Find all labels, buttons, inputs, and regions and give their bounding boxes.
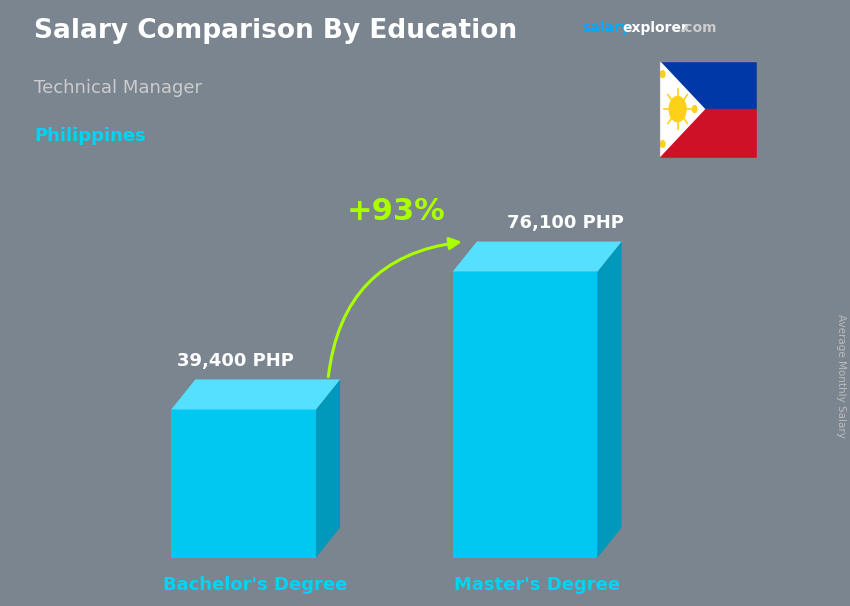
Polygon shape: [316, 379, 340, 558]
Text: +93%: +93%: [347, 197, 445, 226]
Text: Philippines: Philippines: [34, 127, 145, 145]
Circle shape: [692, 105, 697, 113]
Text: Salary Comparison By Education: Salary Comparison By Education: [34, 18, 517, 44]
Polygon shape: [171, 379, 340, 410]
Text: Bachelor's Degree: Bachelor's Degree: [163, 576, 348, 594]
Text: Technical Manager: Technical Manager: [34, 79, 202, 97]
Text: .com: .com: [680, 21, 717, 35]
Bar: [171, 410, 316, 558]
Bar: [453, 271, 598, 558]
Text: Average Monthly Salary: Average Monthly Salary: [836, 314, 846, 438]
Polygon shape: [598, 242, 621, 558]
Text: 76,100 PHP: 76,100 PHP: [507, 214, 624, 232]
Bar: [659, 61, 756, 109]
Circle shape: [660, 71, 665, 78]
Text: Master's Degree: Master's Degree: [454, 576, 620, 594]
Circle shape: [660, 141, 665, 147]
Text: 39,400 PHP: 39,400 PHP: [177, 352, 294, 370]
Bar: [659, 109, 756, 158]
Text: explorer: explorer: [622, 21, 688, 35]
Polygon shape: [659, 61, 705, 158]
Circle shape: [669, 96, 686, 122]
Text: salary: salary: [582, 21, 630, 35]
Polygon shape: [453, 242, 621, 271]
